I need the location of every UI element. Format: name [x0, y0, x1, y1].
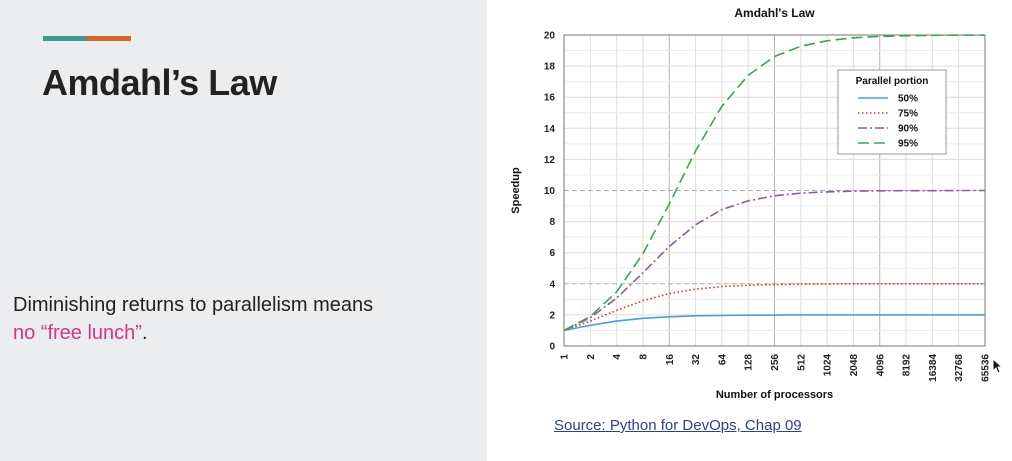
x-tick-label: 8	[638, 354, 649, 360]
x-tick-label: 256	[770, 354, 781, 371]
x-tick-label: 1024	[823, 354, 834, 377]
body-highlight: no “free lunch”	[13, 322, 142, 344]
x-tick-label: 128	[744, 354, 755, 371]
y-tick-label: 6	[549, 248, 555, 259]
y-tick-label: 16	[544, 93, 556, 104]
slide-title: Amdahl’s Law	[42, 62, 277, 103]
series-line-50pct	[563, 314, 985, 332]
x-tick-label: 4096	[875, 354, 886, 377]
x-tick-label: 4	[612, 354, 623, 360]
x-tick-label: 512	[796, 354, 807, 371]
legend-label: 75%	[898, 109, 918, 120]
y-tick-label: 0	[549, 342, 555, 353]
y-tick-label: 12	[544, 155, 556, 166]
legend-label: 50%	[898, 94, 918, 105]
y-tick-label: 18	[544, 62, 556, 73]
source-link[interactable]: Source: Python for DevOps, Chap 09	[554, 417, 802, 434]
x-tick-label: 2	[586, 354, 597, 360]
x-tick-label: 32	[691, 354, 702, 366]
y-tick-label: 14	[544, 124, 556, 135]
y-tick-label: 2	[549, 310, 555, 321]
x-tick-label: 64	[717, 354, 728, 366]
x-axis-label: Number of processors	[716, 389, 833, 401]
accent-orange	[87, 36, 131, 41]
x-tick-label: 16384	[928, 354, 939, 382]
x-tick-label: 65536	[981, 354, 992, 382]
legend-label: 95%	[898, 139, 918, 150]
series-line-90pct	[563, 189, 985, 332]
x-tick-label: 8192	[902, 354, 913, 377]
series-line-75pct	[563, 282, 985, 332]
x-tick-label: 2048	[849, 354, 860, 377]
slide-body: Diminishing returns to parallelism means…	[13, 291, 473, 347]
legend-label: 90%	[898, 124, 918, 135]
x-tick-label: 1	[560, 354, 571, 360]
x-tick-label: 16	[665, 354, 676, 366]
chart-title: Amdahl's Law	[734, 6, 815, 20]
series-line-95pct	[563, 34, 985, 332]
accent-teal	[43, 36, 87, 41]
legend-title: Parallel portion	[856, 76, 929, 87]
title-accent-bar	[43, 36, 131, 41]
y-tick-label: 20	[544, 31, 556, 42]
mouse-cursor-icon	[992, 358, 1004, 374]
y-tick-label: 4	[549, 279, 555, 290]
y-tick-label: 8	[549, 217, 555, 228]
y-tick-label: 10	[544, 186, 556, 197]
x-tick-label: 32768	[954, 354, 965, 382]
slide-text-panel: Amdahl’s Law Diminishing returns to para…	[0, 0, 487, 461]
body-lead: Diminishing returns to parallelism means	[13, 294, 374, 316]
body-tail: .	[141, 322, 148, 344]
y-axis-label: Speedup	[510, 167, 522, 214]
legend-box	[837, 69, 947, 155]
